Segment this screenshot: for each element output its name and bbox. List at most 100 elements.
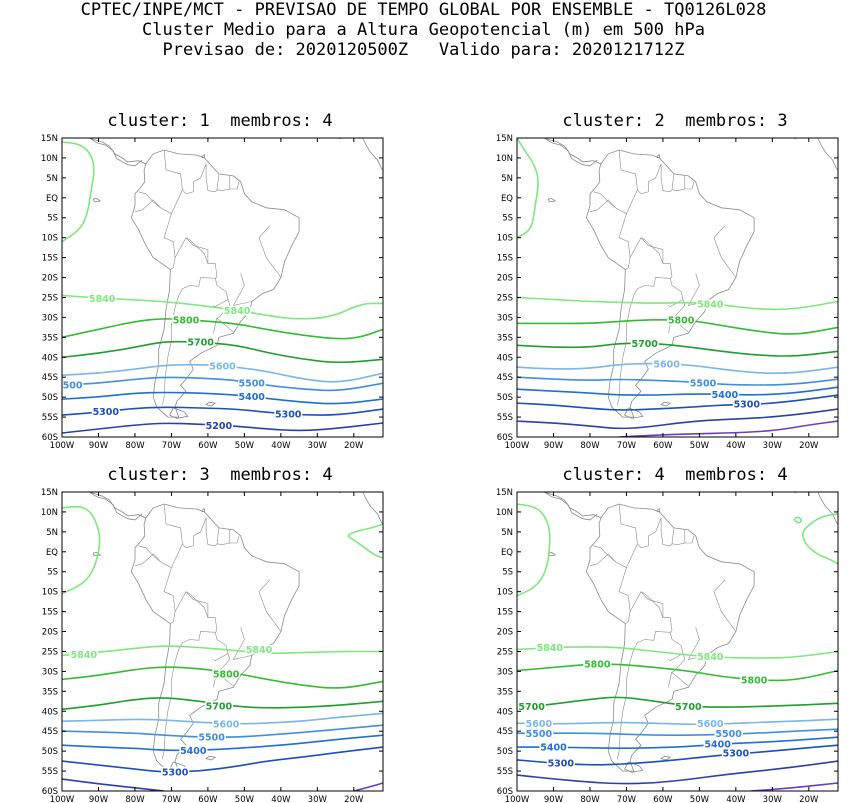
contour-line-5800 — [62, 318, 383, 340]
island-outline — [660, 755, 672, 761]
lat-tick-label: 35S — [42, 333, 58, 343]
coastline-central-america — [543, 138, 602, 165]
lon-tick-label: 20W — [799, 441, 819, 451]
lat-tick-label: 5N — [46, 174, 58, 184]
lon-tick-label: 60W — [653, 795, 673, 803]
contour-label: 5600 — [653, 360, 680, 371]
map-frame — [516, 137, 839, 438]
lat-tick-label: 55S — [497, 413, 513, 423]
contour-line-5840 — [62, 645, 383, 657]
contour-line-5300 — [62, 406, 383, 416]
contour-label: 5500 — [238, 378, 265, 389]
country-border — [713, 579, 737, 632]
lon-tick-label: 90W — [89, 795, 109, 803]
lat-tick-label: 25S — [497, 648, 513, 658]
contour-line-5200 — [62, 422, 383, 434]
coastline-central-america — [88, 138, 147, 165]
contour-line-5840 — [802, 513, 838, 565]
contour-label: 5800 — [668, 315, 695, 326]
lon-tick-label: 100W — [50, 441, 75, 451]
lat-tick-label: 45S — [497, 727, 513, 737]
contour-line-5200 — [517, 408, 838, 430]
contour-line-5700 — [62, 697, 383, 711]
contour-label: 5840 — [89, 294, 116, 305]
contour-line-5600 — [517, 362, 838, 375]
lat-tick-label: 15N — [496, 134, 513, 144]
country-border — [216, 529, 231, 545]
coastline-africa — [362, 138, 383, 171]
contour-label: 5500 — [690, 379, 717, 390]
coastline-africa — [817, 138, 838, 171]
country-border — [162, 591, 218, 760]
country-border — [589, 553, 616, 567]
contour-label: 5200 — [206, 421, 233, 432]
lat-tick-label: 25S — [497, 294, 513, 304]
contour-label: 5300 — [93, 407, 120, 418]
lat-tick-label: 30S — [497, 313, 513, 323]
country-border — [660, 163, 675, 193]
lat-tick-label: 5S — [502, 214, 513, 224]
lat-tick-label: 20S — [497, 274, 513, 284]
map-frame — [61, 137, 384, 438]
country-border — [668, 632, 684, 661]
contour-line-5200 — [62, 778, 165, 791]
contour-label: 5600 — [526, 719, 553, 730]
lat-tick-label: 50S — [42, 747, 58, 757]
lat-tick-label: 55S — [42, 413, 58, 423]
contour-line-5840 — [517, 646, 838, 659]
lon-tick-label: 80W — [580, 441, 600, 451]
country-border — [589, 199, 616, 213]
contour-label: 5300 — [275, 409, 302, 420]
lat-tick-label: 20S — [497, 628, 513, 638]
contour-label: 5840 — [246, 645, 273, 656]
lat-tick-label: 40S — [42, 353, 58, 363]
contour-line-5300 — [62, 746, 383, 773]
country-border — [185, 237, 209, 264]
country-border — [163, 567, 176, 624]
country-border — [216, 175, 231, 191]
contour-label: 5800 — [173, 315, 200, 326]
lon-tick-label: 70W — [162, 795, 182, 803]
island-outline — [169, 407, 189, 419]
lon-tick-label: 40W — [726, 441, 746, 451]
map-frame — [516, 491, 839, 792]
contour-label: 5400 — [704, 740, 731, 751]
lat-tick-label: 45S — [42, 373, 58, 383]
contour-line-5400 — [62, 391, 383, 405]
contour-line-5700 — [517, 342, 838, 357]
panel-1-title: cluster: 1 membros: 4 — [107, 111, 333, 131]
contour-label: 5300 — [162, 767, 189, 778]
coastline-africa — [817, 492, 838, 525]
contour-line-5840 — [62, 141, 95, 243]
contour-label: 5400 — [238, 392, 265, 403]
contour-line-5100 — [618, 420, 838, 437]
lat-tick-label: 35S — [497, 333, 513, 343]
lon-tick-label: 50W — [235, 795, 255, 803]
country-border — [637, 517, 662, 549]
country-border — [687, 627, 707, 660]
lon-tick-label: 20W — [799, 795, 819, 803]
lon-tick-label: 100W — [50, 795, 75, 803]
island-outline — [205, 401, 217, 407]
lat-tick-label: 40S — [42, 707, 58, 717]
lon-tick-label: 50W — [690, 795, 710, 803]
country-border — [182, 163, 207, 195]
lon-tick-label: 70W — [617, 441, 637, 451]
lat-tick-label: 15N — [41, 488, 58, 498]
contour-label: 5700 — [518, 702, 545, 713]
contour-label: 5700 — [631, 339, 658, 350]
contour-line-5500 — [517, 376, 838, 386]
country-border — [640, 237, 664, 264]
contour-label: 5400 — [540, 743, 567, 754]
lat-tick-label: 10N — [41, 508, 58, 518]
lat-tick-label: 60S — [497, 787, 513, 797]
contour-label: 5800 — [584, 660, 611, 671]
country-border — [668, 278, 684, 307]
lat-tick-label: 15S — [42, 608, 58, 618]
contour-line-5300 — [517, 394, 838, 411]
lat-tick-label: EQ — [46, 548, 58, 558]
contour-line-5800 — [62, 666, 383, 689]
